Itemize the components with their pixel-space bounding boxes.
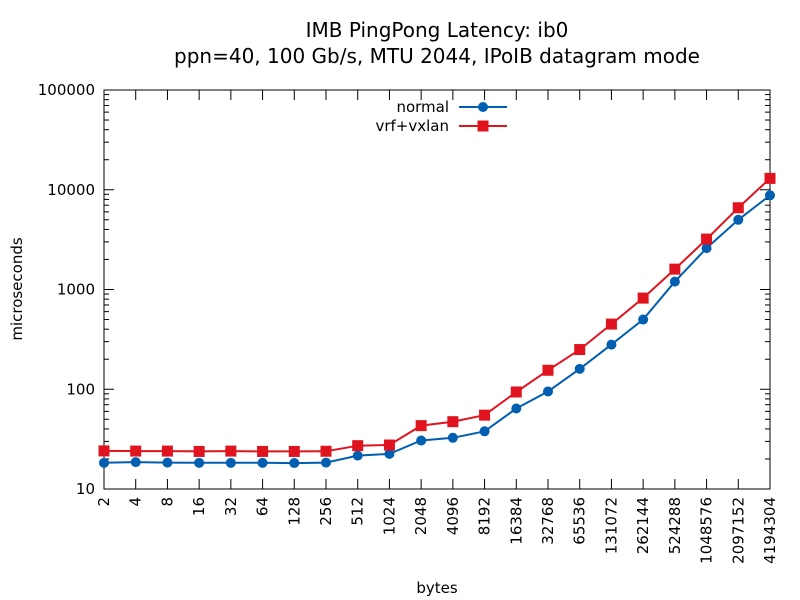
data-point-vrf-vxlan xyxy=(288,445,300,457)
data-point-normal xyxy=(194,457,205,468)
data-point-normal xyxy=(447,432,458,443)
x-tick-label: 32 xyxy=(222,497,240,516)
data-point-vrf-vxlan xyxy=(701,233,713,245)
x-tick-label: 2 xyxy=(95,497,113,507)
legend-marker-normal xyxy=(478,102,488,112)
x-tick-label: 1024 xyxy=(380,497,398,535)
data-point-vrf-vxlan xyxy=(447,416,459,428)
x-tick-label: 64 xyxy=(254,497,272,516)
chart-subtitle: ppn=40, 100 Gb/s, MTU 2044, IPoIB datagr… xyxy=(174,44,700,68)
data-point-vrf-vxlan xyxy=(383,439,395,451)
series-line-vrf-vxlan xyxy=(103,177,771,453)
legend-label-vrf-vxlan: vrf+vxlan xyxy=(375,117,449,135)
data-point-vrf-vxlan xyxy=(605,318,617,330)
data-point-normal xyxy=(162,457,173,468)
y-tick-label: 10 xyxy=(76,480,95,498)
x-tick-label: 1048576 xyxy=(698,497,716,564)
data-point-normal xyxy=(289,458,300,469)
series-normal xyxy=(99,190,775,469)
data-point-vrf-vxlan xyxy=(225,445,237,457)
data-point-vrf-vxlan xyxy=(193,445,205,457)
x-tick-label: 8192 xyxy=(476,497,494,535)
data-point-normal xyxy=(257,457,268,468)
data-point-vrf-vxlan xyxy=(352,440,364,452)
x-tick-label: 256 xyxy=(317,497,335,526)
series-line-normal xyxy=(103,194,771,465)
data-point-vrf-vxlan xyxy=(764,172,776,184)
data-point-normal xyxy=(638,314,649,325)
data-point-normal xyxy=(543,386,553,397)
data-point-normal xyxy=(733,214,744,225)
x-tick-label: 16 xyxy=(190,497,208,516)
data-point-normal xyxy=(574,363,585,374)
x-tick-label: 32768 xyxy=(539,497,557,545)
plot-area-frame xyxy=(103,89,771,490)
x-axis: 2 4 8 16 32 64 128 256 512 1024 2048 4096 8192 16384 3… xyxy=(95,90,779,564)
data-point-normal xyxy=(130,457,141,468)
x-tick-label: 262144 xyxy=(634,497,652,554)
series-vrf-vxlan xyxy=(98,172,776,457)
data-point-normal xyxy=(669,276,680,287)
data-point-normal xyxy=(416,435,427,446)
x-tick-label: 65536 xyxy=(571,497,589,545)
data-point-normal xyxy=(225,457,236,468)
chart-title: IMB PingPong Latency: ib0 xyxy=(306,18,569,42)
y-tick-label: 100000 xyxy=(38,81,95,99)
legend-marker-vrf-vxlan xyxy=(477,120,489,132)
data-point-vrf-vxlan xyxy=(320,445,332,457)
x-tick-label: 16384 xyxy=(507,497,525,545)
x-tick-label: 128 xyxy=(285,497,303,526)
x-tick-label: 4096 xyxy=(444,497,462,535)
data-point-normal xyxy=(479,426,490,437)
data-point-normal xyxy=(352,450,363,461)
y-tick-label: 10000 xyxy=(47,181,95,199)
data-point-normal xyxy=(701,243,712,254)
x-tick-label: 2097152 xyxy=(729,497,747,564)
x-tick-label: 4194304 xyxy=(761,497,779,564)
x-tick-label: 4 xyxy=(127,497,145,507)
data-point-vrf-vxlan xyxy=(479,409,491,421)
series-layer xyxy=(98,172,776,469)
data-point-vrf-vxlan xyxy=(98,445,110,457)
data-point-vrf-vxlan xyxy=(732,202,744,214)
data-point-vrf-vxlan xyxy=(574,344,586,356)
y-tick-label: 100 xyxy=(66,380,95,398)
data-point-vrf-vxlan xyxy=(415,420,427,432)
x-tick-label: 131072 xyxy=(602,497,620,554)
data-point-vrf-vxlan xyxy=(637,292,649,304)
data-point-normal xyxy=(606,339,617,350)
data-point-vrf-vxlan xyxy=(542,364,554,376)
data-point-vrf-vxlan xyxy=(669,263,681,275)
x-tick-label: 2048 xyxy=(412,497,430,535)
data-point-vrf-vxlan xyxy=(257,445,269,457)
x-tick-label: 8 xyxy=(158,497,176,507)
x-tick-label: 524288 xyxy=(666,497,684,554)
data-point-normal xyxy=(384,448,395,459)
x-axis-label: bytes xyxy=(416,579,458,597)
data-point-normal xyxy=(99,457,109,468)
data-point-normal xyxy=(765,190,775,201)
data-point-normal xyxy=(321,457,331,468)
y-axis-label: microseconds xyxy=(8,237,26,341)
data-point-vrf-vxlan xyxy=(161,445,173,457)
data-point-vrf-vxlan xyxy=(510,386,522,398)
x-tick-label: 512 xyxy=(349,497,367,526)
y-tick-label: 1000 xyxy=(57,281,95,299)
data-point-vrf-vxlan xyxy=(130,445,142,457)
legend-label-normal: normal xyxy=(396,98,449,116)
y-axis: 10 100 1000 10000 100000 xyxy=(38,81,770,498)
data-point-normal xyxy=(511,403,522,414)
